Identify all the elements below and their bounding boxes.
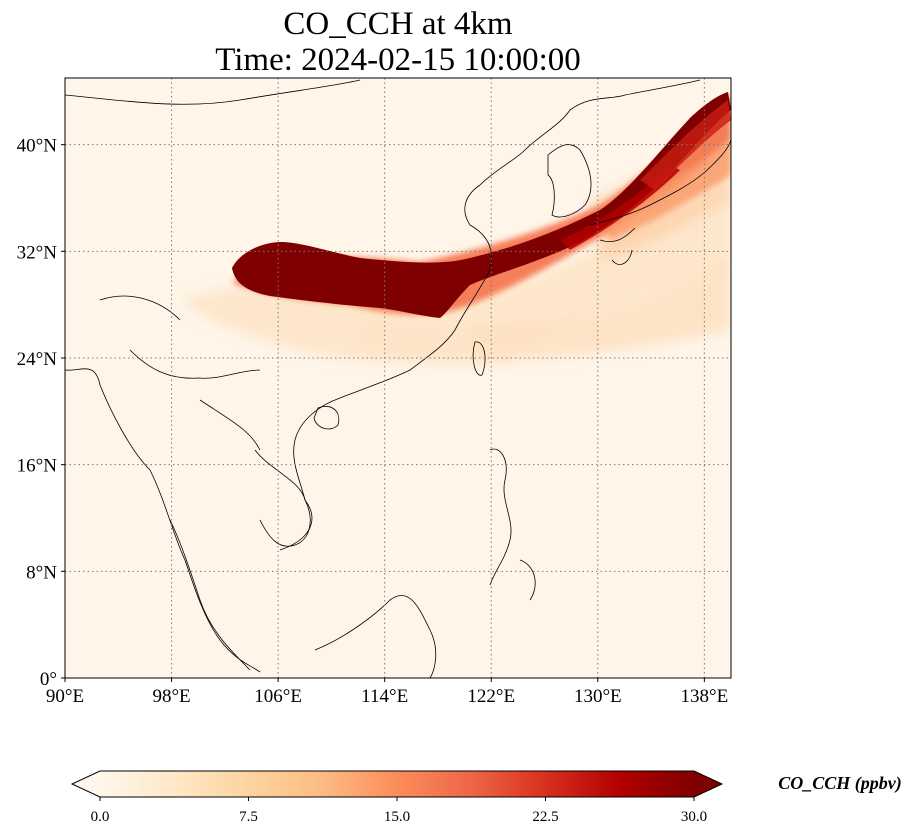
lat-tick-label: 24°N [17, 349, 58, 370]
coastline-philippines [489, 448, 536, 601]
colorbar-tick-label: 7.5 [239, 809, 258, 825]
lon-tick-label: 122°E [467, 686, 515, 707]
coastline-hainan [313, 406, 340, 430]
map-background [65, 78, 731, 678]
lon-tick-label: 114°E [361, 686, 408, 707]
coastlines [65, 79, 731, 678]
lat-tick-label: 32°N [17, 242, 58, 263]
map-title: CO_CCH at 4km [283, 6, 513, 42]
haze-taiwan [360, 320, 520, 365]
lon-tick-label: 130°E [574, 686, 622, 707]
plume-haze-south [470, 260, 731, 360]
colorbar-tick-label: 30.0 [681, 809, 707, 825]
colorbar-tick-label: 15.0 [384, 809, 410, 825]
plume-core-tail [640, 100, 731, 190]
lat-tick-label: 8°N [26, 562, 57, 583]
lon-tick-label: 106°E [254, 686, 302, 707]
plume-core [232, 92, 731, 318]
coastline-japan [589, 139, 731, 265]
lon-tick-label: 138°E [681, 686, 729, 707]
lon-tick-label: 98°E [152, 686, 190, 707]
colorbar-label: CO_CCH (ppbv) [778, 773, 902, 794]
map-panel [64, 77, 732, 679]
coastline-taiwan [472, 341, 486, 376]
latitude-axis: 0° 8°N 16°N 24°N 32°N 40°N [17, 136, 65, 690]
lat-tick-label: 16°N [17, 456, 58, 477]
plume-medium-east [600, 140, 731, 240]
coastline-malay [169, 519, 251, 671]
colorbar-tick-label: 22.5 [532, 809, 558, 825]
longitude-axis: 90°E 98°E 106°E 114°E 122°E 130°E 138°E [46, 678, 728, 707]
coastline-vietnam [254, 449, 313, 551]
map-frame [64, 77, 732, 679]
coastline-borneo [314, 595, 437, 678]
border-lines [65, 79, 361, 451]
colorbar-tick-label: 0.0 [91, 809, 110, 825]
lon-tick-label: 90°E [46, 686, 84, 707]
colorbar-ticks: 0.0 7.5 15.0 22.5 30.0 [91, 797, 707, 825]
concentration-field [180, 92, 731, 365]
gridlines [65, 78, 731, 678]
plume-haze [180, 190, 731, 362]
colorbar-body [100, 771, 694, 797]
colorbar-extend-min [72, 771, 100, 797]
colorbar: 0.0 7.5 15.0 22.5 30.0 CO_CCH (ppbv) [70, 770, 902, 825]
lat-tick-label: 40°N [17, 136, 58, 157]
lat-tick-label: 0° [40, 669, 57, 690]
coastline-china [65, 79, 701, 673]
colorbar-extend-max [694, 771, 722, 797]
map-time-subtitle: Time: 2024-02-15 10:00:00 [215, 42, 581, 78]
coastline-korea [547, 144, 592, 218]
